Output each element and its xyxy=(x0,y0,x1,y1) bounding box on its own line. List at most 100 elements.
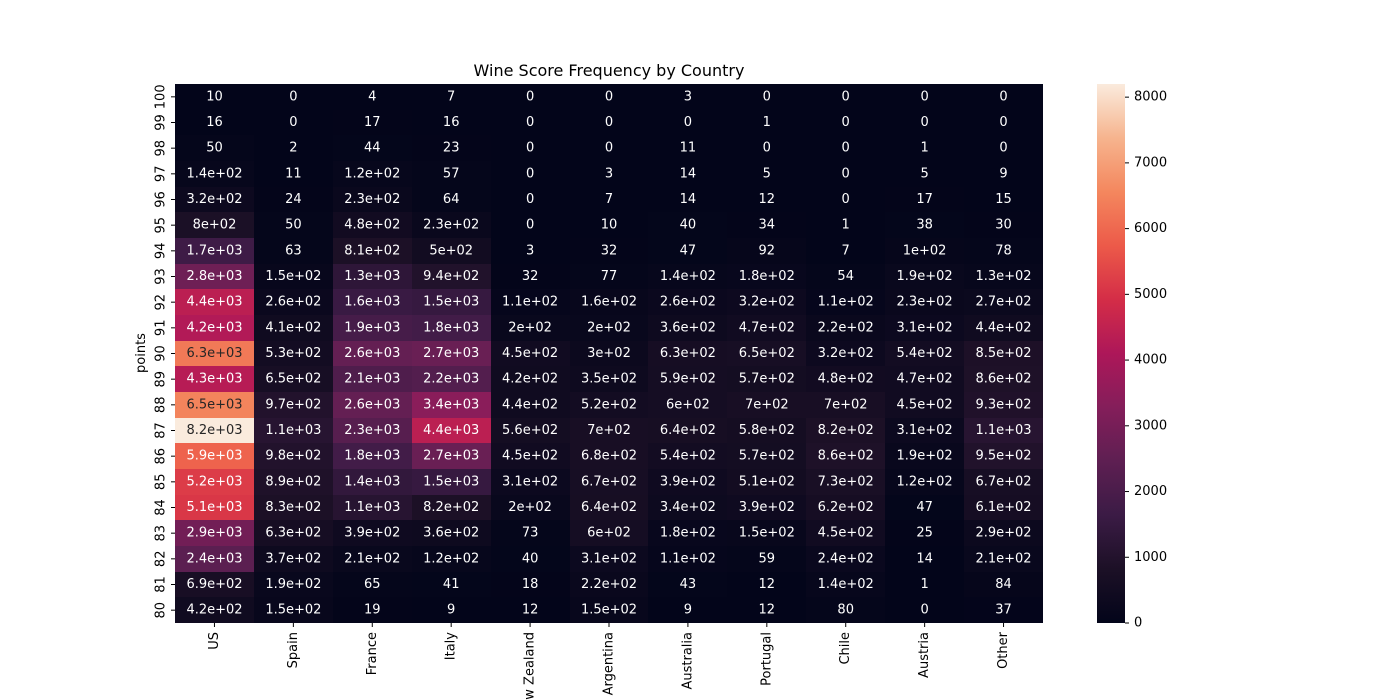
cell-value-label: 1.5e+03 xyxy=(423,474,479,489)
cell-value-label: 5.9e+03 xyxy=(186,449,242,464)
heatmap-cell xyxy=(885,264,964,289)
cell-value-label: 0 xyxy=(842,89,850,104)
cell-value-label: 0 xyxy=(999,89,1007,104)
heatmap-cell xyxy=(885,110,964,135)
cell-value-label: 4.2e+03 xyxy=(186,320,242,335)
cell-value-label: 19 xyxy=(364,603,381,618)
cell-value-label: 14 xyxy=(680,192,697,207)
heatmap-cell xyxy=(491,110,570,135)
cell-value-label: 7 xyxy=(842,243,850,258)
cell-value-label: 4.4e+03 xyxy=(423,423,479,438)
cell-value-label: 41 xyxy=(443,577,460,592)
cell-value-label: 6e+02 xyxy=(587,526,631,541)
heatmap-cell xyxy=(806,84,885,110)
cell-value-label: 30 xyxy=(995,218,1012,233)
heatmap-cell xyxy=(727,495,806,520)
cell-value-label: 1e+02 xyxy=(903,243,947,258)
cell-value-label: 1 xyxy=(920,141,928,156)
heatmap-cell xyxy=(648,546,727,572)
cell-value-label: 9 xyxy=(684,603,692,618)
cell-value-label: 4.5e+02 xyxy=(897,397,953,412)
heatmap-cell xyxy=(175,495,254,520)
heatmap-cell xyxy=(333,418,412,443)
heatmap-cell xyxy=(175,212,254,238)
heatmap-cell xyxy=(885,495,964,520)
colorbar-ticks: 0 1000 2000 3000 4000 5000 6000 7000 8000 xyxy=(1125,90,1167,631)
heatmap-cell xyxy=(412,597,491,623)
cell-value-label: 3.6e+02 xyxy=(660,320,716,335)
cell-value-label: 3.2e+02 xyxy=(739,295,795,310)
cell-value-label: 0 xyxy=(684,115,692,130)
cell-value-label: 2e+02 xyxy=(508,500,552,515)
cell-value-label: 73 xyxy=(522,526,539,541)
cell-value-label: 34 xyxy=(759,218,776,233)
cell-value-label: 2.3e+03 xyxy=(344,423,400,438)
x-axis-ticks: US Spain France Italy New Zealand Argentina Au… xyxy=(207,623,1011,700)
heatmap-cell xyxy=(806,469,885,495)
colorbar-tick-label: 6000 xyxy=(1134,221,1167,236)
cell-value-label: 2.3e+02 xyxy=(423,218,479,233)
heatmap-cell xyxy=(964,546,1043,572)
heatmap-cell xyxy=(175,84,254,110)
heatmap-cell xyxy=(964,597,1043,623)
colorbar-tick-label: 0 xyxy=(1134,616,1142,631)
heatmap-cell xyxy=(175,392,254,418)
cell-value-label: 8.2e+02 xyxy=(818,423,874,438)
cell-value-label: 3.1e+02 xyxy=(581,551,637,566)
cell-value-label: 1.4e+02 xyxy=(818,577,874,592)
colorbar-tick-label: 4000 xyxy=(1134,353,1167,368)
cell-value-label: 0 xyxy=(526,166,534,181)
cell-value-label: 59 xyxy=(759,551,776,566)
heatmap-cell xyxy=(885,572,964,597)
heatmap-cell xyxy=(333,546,412,572)
cell-value-label: 15 xyxy=(995,192,1012,207)
cell-value-label: 1 xyxy=(842,218,850,233)
heatmap-cell xyxy=(491,572,570,597)
cell-value-label: 5.1e+02 xyxy=(739,474,795,489)
heatmap-cell xyxy=(175,289,254,315)
heatmap-cell xyxy=(648,520,727,546)
heatmap-cell xyxy=(727,572,806,597)
cell-value-label: 65 xyxy=(364,577,381,592)
y-tick-label: 91 xyxy=(154,320,169,337)
cell-value-label: 11 xyxy=(680,141,697,156)
cell-value-label: 37 xyxy=(995,603,1012,618)
heatmap-cell xyxy=(254,418,333,443)
y-tick-label: 87 xyxy=(154,422,169,439)
heatmap-cell xyxy=(727,366,806,392)
heatmap-cell xyxy=(648,187,727,212)
heatmap-cell xyxy=(412,135,491,161)
heatmap-cell xyxy=(333,315,412,341)
heatmap-cell xyxy=(885,366,964,392)
cell-value-label: 4.5e+02 xyxy=(502,346,558,361)
heatmap-cell xyxy=(570,161,648,187)
heatmap-cell xyxy=(175,135,254,161)
heatmap-cell xyxy=(964,443,1043,469)
cell-value-label: 2e+02 xyxy=(587,320,631,335)
cell-value-label: 3.7e+02 xyxy=(265,551,321,566)
heatmap-cell xyxy=(648,110,727,135)
heatmap-cell xyxy=(491,264,570,289)
cell-value-label: 6.2e+02 xyxy=(818,500,874,515)
cell-value-label: 16 xyxy=(443,115,460,130)
heatmap-cell xyxy=(806,238,885,264)
heatmap-cell xyxy=(491,238,570,264)
heatmap-cell xyxy=(570,546,648,572)
cell-value-label: 1.4e+03 xyxy=(344,474,400,489)
cell-value-label: 47 xyxy=(680,243,697,258)
heatmap-cell xyxy=(175,520,254,546)
y-tick-label: 89 xyxy=(153,371,168,388)
cell-value-label: 1.1e+03 xyxy=(975,423,1031,438)
cell-value-label: 5 xyxy=(763,166,771,181)
cell-value-label: 8.2e+02 xyxy=(423,500,479,515)
heatmap-cell xyxy=(254,443,333,469)
cell-value-label: 3.4e+03 xyxy=(423,397,479,412)
heatmap-cell xyxy=(964,289,1043,315)
heatmap-cell xyxy=(885,289,964,315)
cell-value-label: 0 xyxy=(763,141,771,156)
heatmap-cell xyxy=(964,341,1043,366)
heatmap-cell xyxy=(727,469,806,495)
heatmap-cell xyxy=(964,264,1043,289)
heatmap-cell xyxy=(333,187,412,212)
cell-value-label: 17 xyxy=(916,192,933,207)
